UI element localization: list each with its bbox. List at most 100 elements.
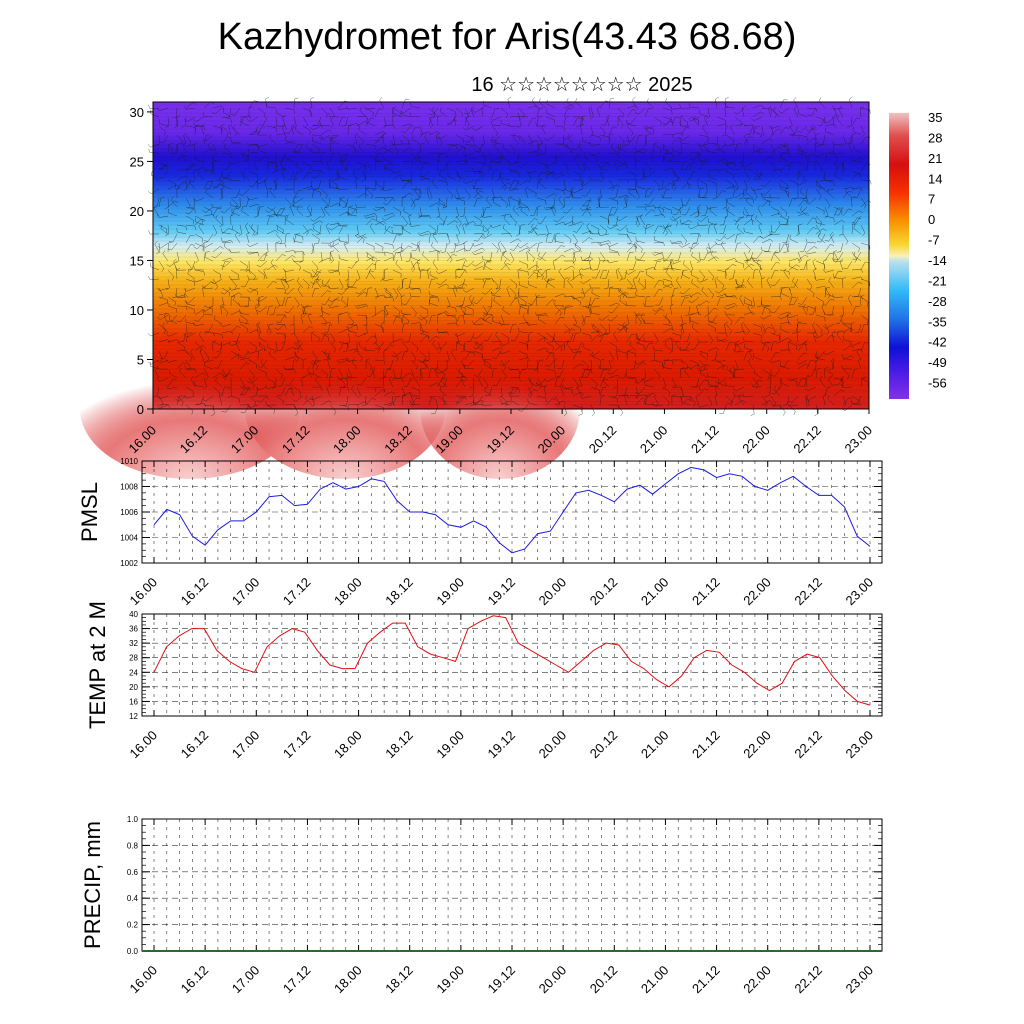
wind-barb [185,125,195,128]
wind-barb-flag [439,171,441,176]
wind-barb-flag [345,357,349,362]
wind-barb [563,221,573,226]
wind-barb [635,341,645,346]
wind-barb [194,215,204,221]
wind-barb-flag [264,384,268,389]
wind-barb-flag [402,303,407,305]
wind-barb [553,360,556,370]
wind-barb [352,144,358,154]
wind-barb-flag [669,105,673,110]
wind-barb-flag [447,160,452,163]
wind-barb [250,287,259,293]
wind-barb [590,242,600,244]
wind-barb [482,359,491,365]
wind-barb [577,341,583,351]
wind-barb [311,169,321,172]
wind-barb [662,323,672,326]
wind-barb [608,184,618,190]
wind-barb [419,270,422,280]
wind-barb [473,198,478,208]
wind-barb [545,341,554,348]
wind-barb-flag [562,400,567,404]
wind-barb-flag [415,375,418,380]
wind-barb-flag [471,109,476,113]
wind-barb-flag [295,412,299,417]
wind-barb [444,377,448,387]
wind-barb-flag [295,340,299,345]
wind-barb-flag [274,211,277,216]
wind-barb-flag [453,333,457,337]
wind-barb-flag [508,400,513,404]
wind-barb [337,315,340,325]
wind-barb [417,153,421,163]
wind-barb [575,143,583,151]
wind-barb-flag [246,250,250,255]
wind-barb [639,332,646,341]
wind-barb [599,134,609,138]
wind-barb-flag [670,157,673,162]
wind-barb-flag [624,195,628,199]
wind-barb-flag [301,375,305,379]
wind-barb [464,352,470,361]
wind-barb-flag [658,289,663,291]
wind-barb [185,386,194,392]
wind-barb [464,221,474,226]
wind-barb [277,323,286,330]
wind-barb-flag [310,251,315,255]
wind-barb [518,341,528,345]
wind-barb-flag [527,207,530,212]
wind-barb [437,283,447,289]
wind-barb-flag [358,341,361,346]
wind-barb-flag [481,399,485,403]
wind-barb-flag [428,178,432,182]
wind-barb [162,325,169,334]
wind-barb [690,106,700,109]
wind-barb [428,335,436,343]
wind-barb [297,341,304,350]
wind-barb [195,197,205,202]
wind-barb [341,299,349,307]
wind-barb [383,369,388,379]
wind-barb-flag [255,305,260,309]
wind-barb [473,266,483,271]
wind-barb-flag [612,187,615,191]
wind-barb-flag [293,196,298,199]
wind-barb [613,334,619,343]
wind-barb [693,152,700,161]
wind-barb [160,314,169,320]
wind-barb [176,294,186,298]
wind-barb-flag [171,276,175,281]
wind-barb [473,180,477,190]
wind-barb-flag [356,325,358,330]
wind-barb-flag [265,401,268,406]
wind-barb [582,140,592,145]
wind-barb [347,314,354,323]
wind-barb-flag [235,132,238,137]
wind-barb-flag [671,167,675,171]
wind-barb [645,403,655,406]
wind-barb [581,199,589,208]
wind-barb-flag [624,326,629,330]
wind-barb-flag [372,314,376,317]
wind-barb [203,377,207,387]
wind-barb [383,287,392,294]
wind-barb [397,289,403,298]
wind-barb [365,398,373,406]
wind-barb-flag [195,260,199,264]
wind-barb-flag [662,258,666,263]
wind-barb-flag [292,203,295,208]
wind-barb [419,332,429,337]
wind-barb-flag [552,398,557,401]
wind-barb [239,260,248,267]
wind-barb [686,180,691,190]
wind-barb [671,377,677,387]
wind-barb [560,377,565,387]
wind-barb [260,395,268,403]
wind-barb [222,241,232,244]
wind-barb [680,197,684,207]
wind-barb-flag [572,260,575,265]
wind-barb [365,359,372,368]
wind-barb-flag [337,221,340,226]
wind-barb [653,225,659,235]
wind-barb [383,242,393,245]
